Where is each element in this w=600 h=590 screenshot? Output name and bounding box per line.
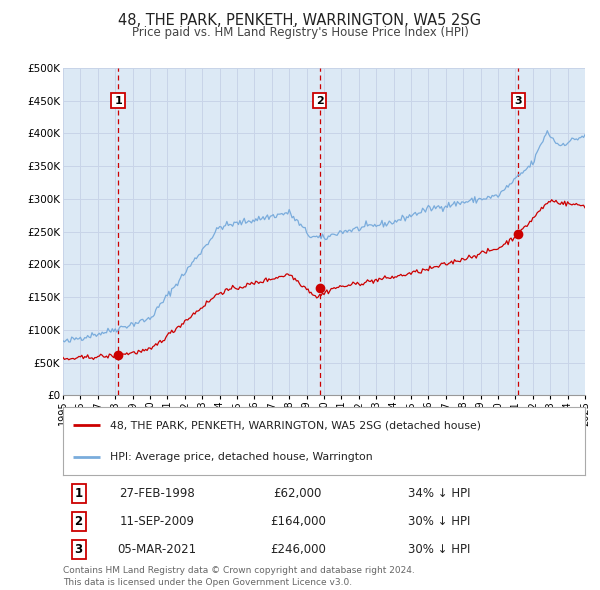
Text: Price paid vs. HM Land Registry's House Price Index (HPI): Price paid vs. HM Land Registry's House … bbox=[131, 26, 469, 39]
Text: 3: 3 bbox=[74, 543, 83, 556]
Text: 30% ↓ HPI: 30% ↓ HPI bbox=[407, 543, 470, 556]
Text: 2: 2 bbox=[74, 515, 83, 528]
Text: 11-SEP-2009: 11-SEP-2009 bbox=[119, 515, 194, 528]
Text: 3: 3 bbox=[514, 96, 522, 106]
Text: 1: 1 bbox=[114, 96, 122, 106]
Text: Contains HM Land Registry data © Crown copyright and database right 2024.
This d: Contains HM Land Registry data © Crown c… bbox=[63, 566, 415, 587]
Text: 1: 1 bbox=[74, 487, 83, 500]
Text: 27-FEB-1998: 27-FEB-1998 bbox=[119, 487, 195, 500]
Text: HPI: Average price, detached house, Warrington: HPI: Average price, detached house, Warr… bbox=[110, 451, 373, 461]
Text: 05-MAR-2021: 05-MAR-2021 bbox=[118, 543, 197, 556]
Text: £164,000: £164,000 bbox=[270, 515, 326, 528]
Text: 34% ↓ HPI: 34% ↓ HPI bbox=[407, 487, 470, 500]
Text: 2: 2 bbox=[316, 96, 323, 106]
Text: 48, THE PARK, PENKETH, WARRINGTON, WA5 2SG (detached house): 48, THE PARK, PENKETH, WARRINGTON, WA5 2… bbox=[110, 421, 481, 431]
Text: £246,000: £246,000 bbox=[270, 543, 326, 556]
Text: £62,000: £62,000 bbox=[274, 487, 322, 500]
Text: 48, THE PARK, PENKETH, WARRINGTON, WA5 2SG: 48, THE PARK, PENKETH, WARRINGTON, WA5 2… bbox=[118, 13, 482, 28]
Text: 30% ↓ HPI: 30% ↓ HPI bbox=[407, 515, 470, 528]
